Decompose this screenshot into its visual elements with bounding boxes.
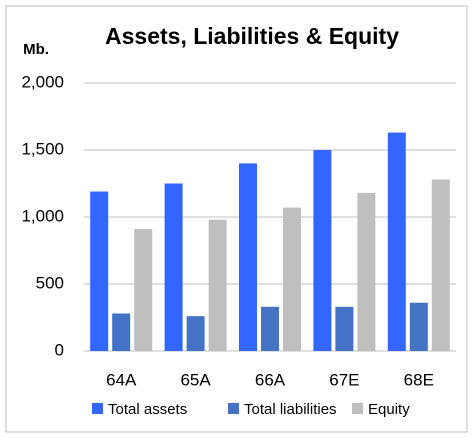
bar [409, 302, 428, 351]
bar [357, 192, 376, 351]
bar [186, 316, 205, 351]
legend-swatch [92, 403, 103, 414]
y-tick-label: 500 [36, 273, 64, 292]
bar [208, 219, 227, 351]
x-tick-label: 64A [106, 370, 137, 389]
bar [134, 229, 153, 351]
bar [387, 132, 406, 351]
bar [261, 306, 279, 351]
y-axis-label: Mb. [23, 41, 49, 58]
x-tick-label: 68E [404, 370, 434, 389]
x-tick-label: 65A [180, 370, 211, 389]
bar [164, 183, 183, 351]
chart-title: Assets, Liabilities & Equity [105, 23, 399, 49]
y-tick-label: 1,000 [21, 206, 64, 225]
bar [431, 179, 450, 351]
x-tick-label: 66A [255, 370, 286, 389]
bar [313, 150, 332, 351]
legend-label: Equity [368, 401, 410, 418]
bar [239, 163, 257, 351]
bar [90, 191, 109, 351]
legend-swatch [352, 403, 363, 414]
y-tick-label: 0 [55, 340, 64, 359]
y-tick-label: 1,500 [21, 139, 64, 158]
bar [335, 306, 354, 351]
legend-label: Total assets [108, 401, 187, 418]
legend-label: Total liabilities [244, 401, 337, 418]
x-tick-label: 67E [329, 370, 359, 389]
bar [112, 313, 131, 351]
y-tick-label: 2,000 [21, 72, 64, 91]
legend-swatch [228, 403, 239, 414]
bar [283, 207, 301, 351]
